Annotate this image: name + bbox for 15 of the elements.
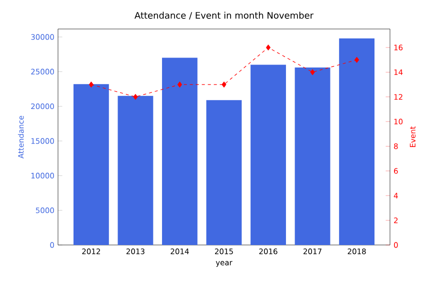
bar: [162, 58, 198, 245]
point: [310, 69, 315, 76]
bar: [339, 38, 374, 245]
point: [266, 44, 271, 50]
chart-title: Attendance / Event in month November: [134, 12, 314, 20]
point: [354, 56, 360, 63]
bar: [250, 64, 286, 245]
point: [133, 94, 138, 100]
point: [88, 82, 94, 88]
bar: [73, 84, 109, 245]
point: [222, 82, 226, 88]
bar: [294, 67, 330, 245]
point: [177, 82, 182, 88]
bar: [206, 100, 242, 245]
bar: [118, 96, 154, 245]
